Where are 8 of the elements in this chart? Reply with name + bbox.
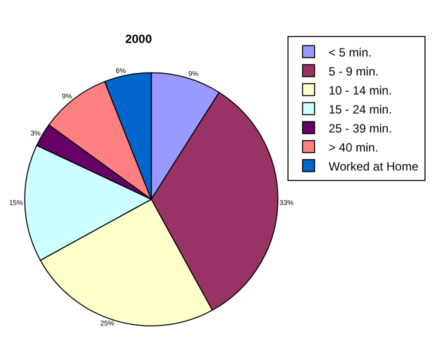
legend-label: > 40 min. xyxy=(328,140,378,154)
legend-label: 15 - 24 min. xyxy=(328,102,392,116)
chart-title: 2000 xyxy=(125,32,152,46)
legend-label: 10 - 14 min. xyxy=(328,83,392,98)
legend-label: Worked at Home xyxy=(328,159,419,174)
legend-label: 5 - 9 min. xyxy=(328,64,379,78)
legend-label: < 5 min. xyxy=(328,45,372,60)
legend-label: 25 - 39 min. xyxy=(328,121,392,136)
